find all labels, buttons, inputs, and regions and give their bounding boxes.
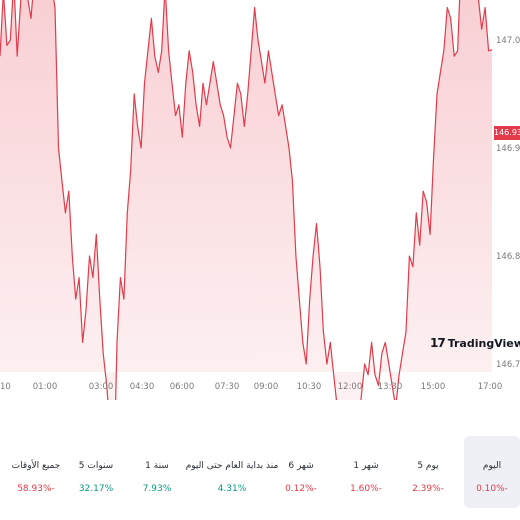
period-tab[interactable]: منذ بداية العام حتى اليوم 4.31% [172,436,292,508]
y-tick-label: 146.900 [496,144,520,154]
period-tab[interactable]: 5 سنوات 32.17% [68,436,124,508]
y-tick-label: 146.700 [496,360,520,370]
x-tick-label: 07:30 [215,382,240,392]
period-label: 5 يوم [417,461,439,471]
tradingview-logo[interactable]: 17 TradingView [430,333,520,353]
period-tab[interactable]: جميع الأوقات 58.93%- [8,436,64,508]
period-change-value: 0.12%- [285,484,317,494]
x-tick-label: 03:00 [89,382,114,392]
price-line [0,0,493,400]
period-label: منذ بداية العام حتى اليوم [185,461,279,471]
y-tick-label: 147.000 [496,36,520,46]
period-label: جميع الأوقات [11,461,61,471]
period-label: اليوم [482,461,502,471]
performance-periods: اليوم 0.10%- 5 يوم 2.39%- 1 شهر 1.60%- 6 شهر 0.… [0,436,520,508]
period-change-value: 1.60%- [350,484,382,494]
x-tick-label: 04:30 [130,382,155,392]
period-change-value: 2.39%- [412,484,444,494]
tradingview-logo-text: TradingView [447,336,520,350]
period-label: 6 شهر [288,461,314,471]
period-tab[interactable]: اليوم 0.10%- [464,436,520,508]
period-change-value: 7.93% [142,484,172,494]
price-area [0,0,492,400]
period-tab[interactable]: 1 سنة 7.93% [129,436,185,508]
period-tab[interactable]: 5 يوم 2.39%- [400,436,456,508]
period-change-value: 0.10%- [476,484,508,494]
x-tick-label: 10:30 [297,382,322,392]
x-tick-label: 06:00 [170,382,195,392]
period-change-value: 58.93%- [17,484,55,494]
x-tick-label: 10 [0,382,11,392]
period-label: 1 شهر [353,461,379,471]
period-change-value: 32.17% [78,484,114,494]
period-label: 1 سنة [145,461,169,471]
chart-svg: 146.600146.700146.800146.900147.000147.1… [0,0,520,400]
period-change-value: 4.31% [217,484,247,494]
x-tick-label: 13:30 [378,382,403,392]
x-tick-label: 12:00 [338,382,363,392]
x-tick-label: 17:00 [478,382,503,392]
x-tick-label: 09:00 [254,382,279,392]
price-chart[interactable]: 146.600146.700146.800146.900147.000147.1… [0,0,520,400]
tradingview-logo-icon: 17 [430,336,446,350]
period-label: 5 سنوات [78,461,114,471]
period-tab[interactable]: 6 شهر 0.12%- [273,436,329,508]
x-tick-label: 15:00 [421,382,446,392]
period-tab[interactable]: 1 شهر 1.60%- [338,436,394,508]
y-tick-label: 146.800 [496,252,520,262]
last-price-tag: 146.931 [494,126,520,140]
x-tick-label: 01:00 [33,382,58,392]
